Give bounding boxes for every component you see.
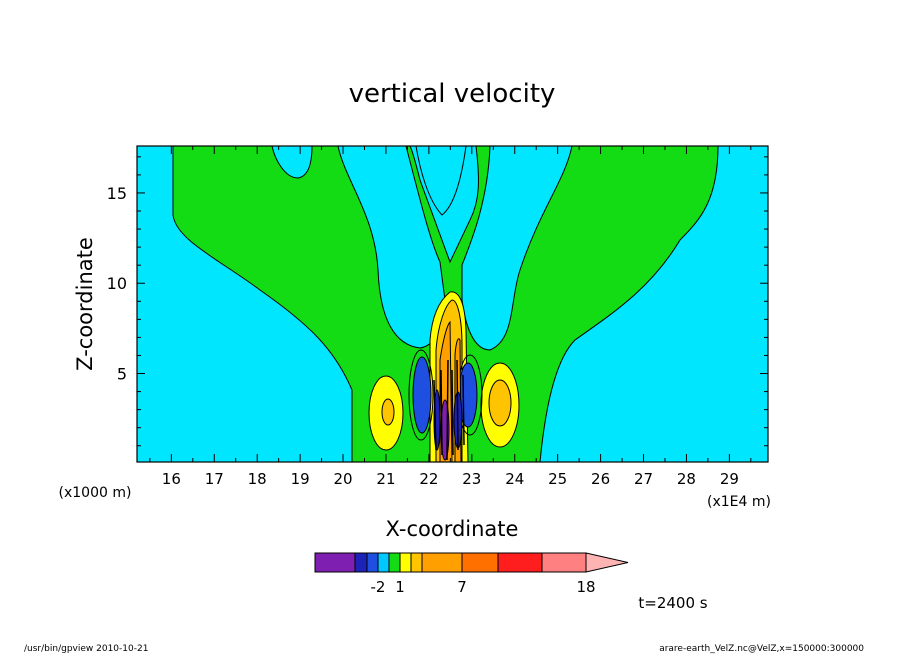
colorbar-swatch-10 — [541, 552, 587, 573]
contour-cyan-top-mid — [415, 146, 467, 216]
colorbar-swatch-1 — [354, 552, 368, 573]
x-tick-label-7: 23 — [462, 470, 481, 488]
x-tick-label-1: 17 — [205, 470, 224, 488]
colorbar-label-0: -2 — [371, 578, 386, 596]
colorbar-swatch-7 — [421, 552, 463, 573]
chart-title: vertical velocity — [349, 79, 556, 109]
x-tick-label-3: 19 — [291, 470, 310, 488]
colorbar-swatch-8 — [461, 552, 499, 573]
colorbar-label-2: 7 — [457, 578, 467, 596]
colorbar: -2 1 7 18 — [314, 552, 629, 596]
contour-field — [137, 146, 768, 462]
x-tick-label-6: 22 — [419, 470, 438, 488]
x-tick-label-8: 24 — [505, 470, 524, 488]
plot-frame — [136, 145, 769, 463]
time-label: t=2400 s — [638, 594, 707, 612]
contour-orange-left — [381, 398, 395, 426]
contour-cyan-left-patch — [337, 146, 446, 349]
contour-black-dense — [433, 359, 465, 461]
y-tick-label-1: 10 — [107, 274, 127, 293]
x-tick-label-11: 27 — [634, 470, 653, 488]
colorbar-label-3: 18 — [576, 578, 595, 596]
x-axis-label: X-coordinate — [386, 517, 519, 541]
contour-blue-left — [412, 356, 432, 434]
y-tick-label-0: 5 — [117, 365, 127, 384]
colorbar-swatch-4 — [388, 552, 401, 573]
contour-orange-right — [488, 379, 512, 427]
x-axis-ticks: 16 17 18 19 20 21 22 23 24 25 26 27 28 29 — [149, 146, 752, 488]
colorbar-swatch-0 — [314, 552, 356, 573]
x-tick-label-4: 20 — [333, 470, 352, 488]
colorbar-swatch-2 — [366, 552, 379, 573]
x-tick-label-5: 21 — [376, 470, 395, 488]
x-unit-left: (x1000 m) — [59, 485, 132, 501]
colorbar-swatch-9 — [497, 552, 543, 573]
y-axis-ticks: 5 10 15 — [107, 156, 768, 447]
x-unit-right: (x1E4 m) — [707, 494, 771, 510]
footer-left: /usr/bin/gpview 2010-10-21 — [24, 644, 148, 654]
x-tick-label-12: 28 — [677, 470, 696, 488]
x-tick-label-13: 29 — [720, 470, 739, 488]
colorbar-label-1: 1 — [395, 578, 405, 596]
contour-cyan-right-patch — [461, 146, 573, 351]
colorbar-swatch-6 — [410, 552, 423, 573]
colorbar-swatch-3 — [377, 552, 390, 573]
colorbar-arrow — [585, 552, 629, 573]
y-tick-label-2: 15 — [107, 184, 127, 203]
footer-right: arare-earth_VelZ.nc@VelZ,x=150000:300000 — [659, 644, 864, 654]
x-tick-label-9: 25 — [548, 470, 567, 488]
y-axis-label: Z-coordinate — [73, 237, 97, 371]
x-tick-label-10: 26 — [591, 470, 610, 488]
x-tick-label-0: 16 — [162, 470, 181, 488]
colorbar-swatch-5 — [399, 552, 412, 573]
contour-cyan-top-left — [271, 146, 313, 179]
x-tick-label-2: 18 — [248, 470, 267, 488]
contour-cyan-ring-left — [408, 349, 434, 441]
